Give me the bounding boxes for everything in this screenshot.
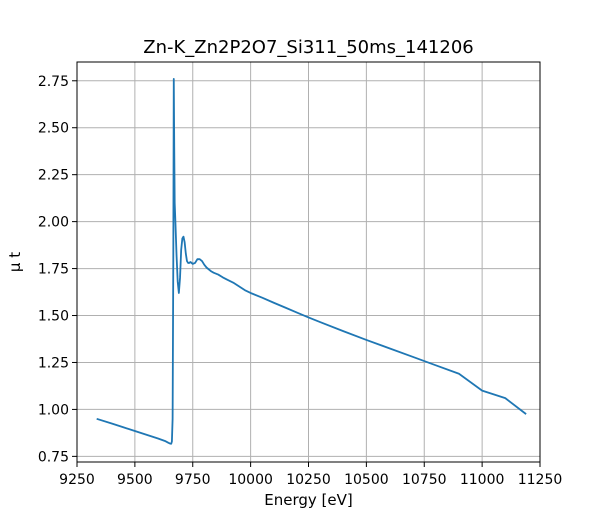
y-tick-label: 2.50 — [38, 121, 69, 137]
y-tick-label: 1.75 — [38, 262, 69, 278]
x-axis-label: Energy [eV] — [264, 491, 352, 509]
x-tick-label: 11000 — [460, 472, 505, 488]
grid — [76, 62, 541, 462]
y-axis-label: μ t — [6, 252, 24, 272]
y-tick-label: 1.50 — [38, 309, 69, 325]
series-line — [96, 78, 527, 445]
x-tick-label: 9250 — [59, 472, 95, 488]
ticks: 9250 9500 9750 10000 10250 10500 10750 11000 112… — [38, 74, 562, 488]
chart-title: Zn-K_Zn2P2O7_Si311_50ms_141206 — [143, 37, 473, 58]
x-tick-label: 10250 — [286, 472, 331, 488]
y-tick-label: 2.25 — [38, 168, 69, 184]
x-tick-label: 10000 — [228, 472, 273, 488]
x-tick-label: 11250 — [518, 472, 563, 488]
x-tick-label: 10500 — [344, 472, 389, 488]
y-tick-label: 2.75 — [38, 74, 69, 90]
y-tick-label: 1.25 — [38, 355, 69, 371]
x-tick-label: 10750 — [402, 472, 447, 488]
x-tick-label: 9750 — [175, 472, 211, 488]
y-tick-label: 0.75 — [38, 449, 69, 465]
y-tick-label: 2.00 — [38, 215, 69, 231]
x-tick-label: 9500 — [117, 472, 153, 488]
y-tick-label: 1.00 — [38, 402, 69, 418]
series-layer — [96, 78, 527, 445]
